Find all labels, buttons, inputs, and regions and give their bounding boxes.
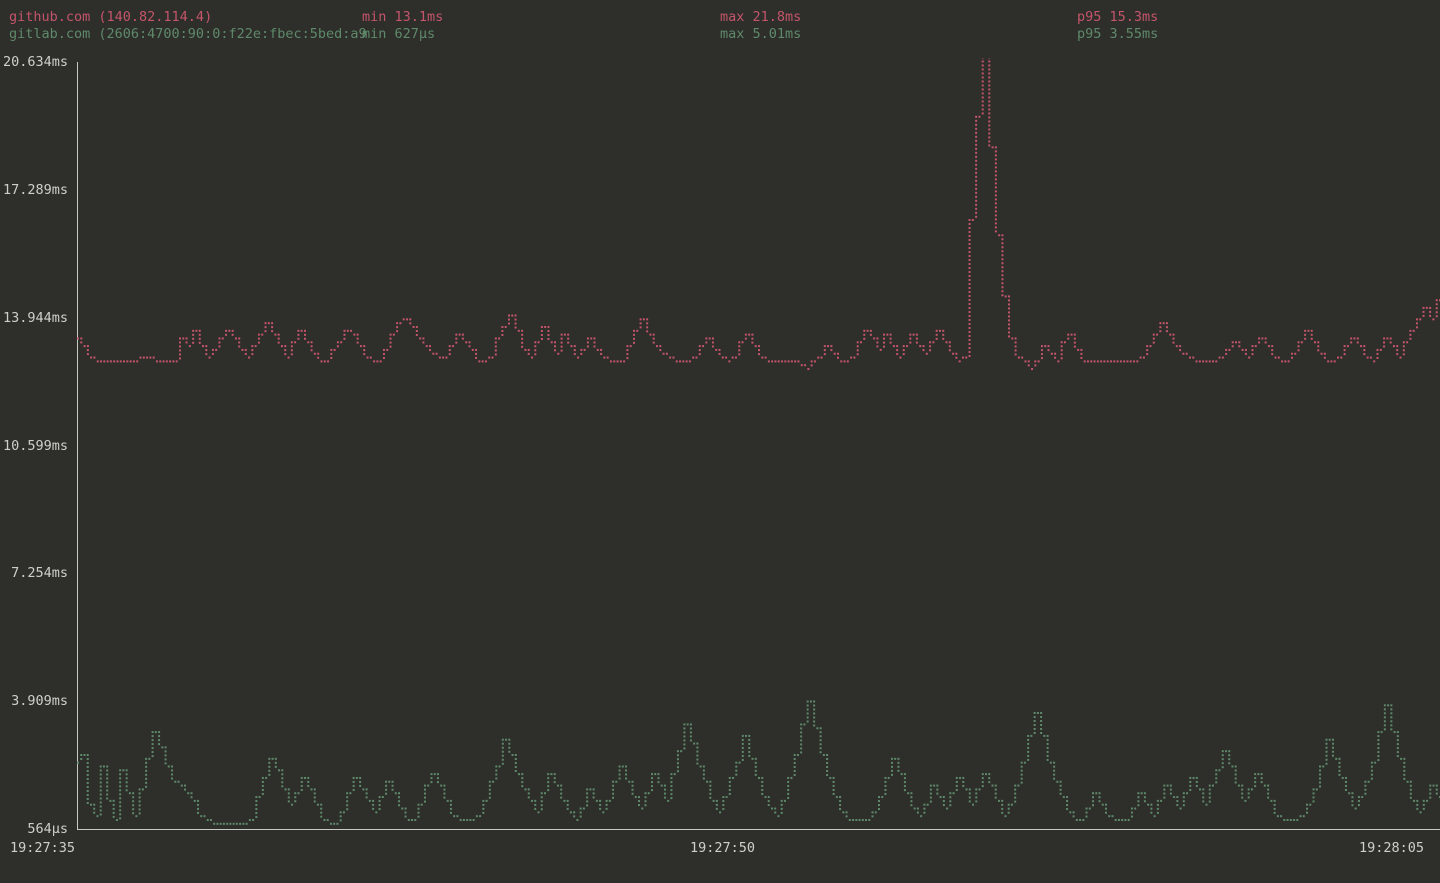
legend-min-gitlab: min 627µs xyxy=(362,26,436,42)
legend-header: github.com (140.82.114.4) min 13.1ms max… xyxy=(0,0,1440,60)
x-axis-tick-label: 19:27:35 xyxy=(10,840,76,856)
legend-max-gitlab: max 5.01ms xyxy=(720,26,802,42)
chart-series-gitlab xyxy=(77,700,1440,825)
legend-host-gitlab: gitlab.com (2606:4700:90:0:f22e:fbec:5be… xyxy=(9,26,367,42)
y-axis-tick-label: 20.634ms xyxy=(2,54,68,70)
x-axis-line xyxy=(77,829,1440,830)
legend-min-github: min 13.1ms xyxy=(362,9,444,25)
chart-plot-canvas xyxy=(77,58,1440,825)
legend-row: gitlab.com (2606:4700:90:0:f22e:fbec:5be… xyxy=(9,26,1440,43)
y-axis-tick-label: 17.289ms xyxy=(2,181,68,198)
y-axis-line xyxy=(77,62,78,830)
x-axis-tick-label: 19:27:50 xyxy=(690,840,756,856)
legend-max-github: max 21.8ms xyxy=(720,9,802,25)
x-axis-tick-label: 19:28:05 xyxy=(1359,840,1425,856)
legend-p95-github: p95 15.3ms xyxy=(1077,9,1159,25)
chart-series-github xyxy=(77,58,1440,371)
legend-host-github: github.com (140.82.114.4) xyxy=(9,9,213,25)
y-axis-tick-label: 13.944ms xyxy=(2,309,68,326)
y-axis-tick-label: 3.909ms xyxy=(11,693,68,710)
y-axis-tick-label: 7.254ms xyxy=(11,565,68,582)
y-axis-tick-label: 564µs xyxy=(27,821,68,837)
y-axis-tick-label: 10.599ms xyxy=(2,437,68,454)
legend-p95-gitlab: p95 3.55ms xyxy=(1077,26,1159,42)
legend-row: github.com (140.82.114.4) min 13.1ms max… xyxy=(9,9,1440,26)
latency-chart: 20.634ms 17.289ms 13.944ms 10.599ms 7.254ms 3… xyxy=(0,54,1440,856)
